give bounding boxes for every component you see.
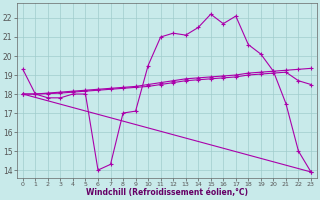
X-axis label: Windchill (Refroidissement éolien,°C): Windchill (Refroidissement éolien,°C)	[86, 188, 248, 197]
